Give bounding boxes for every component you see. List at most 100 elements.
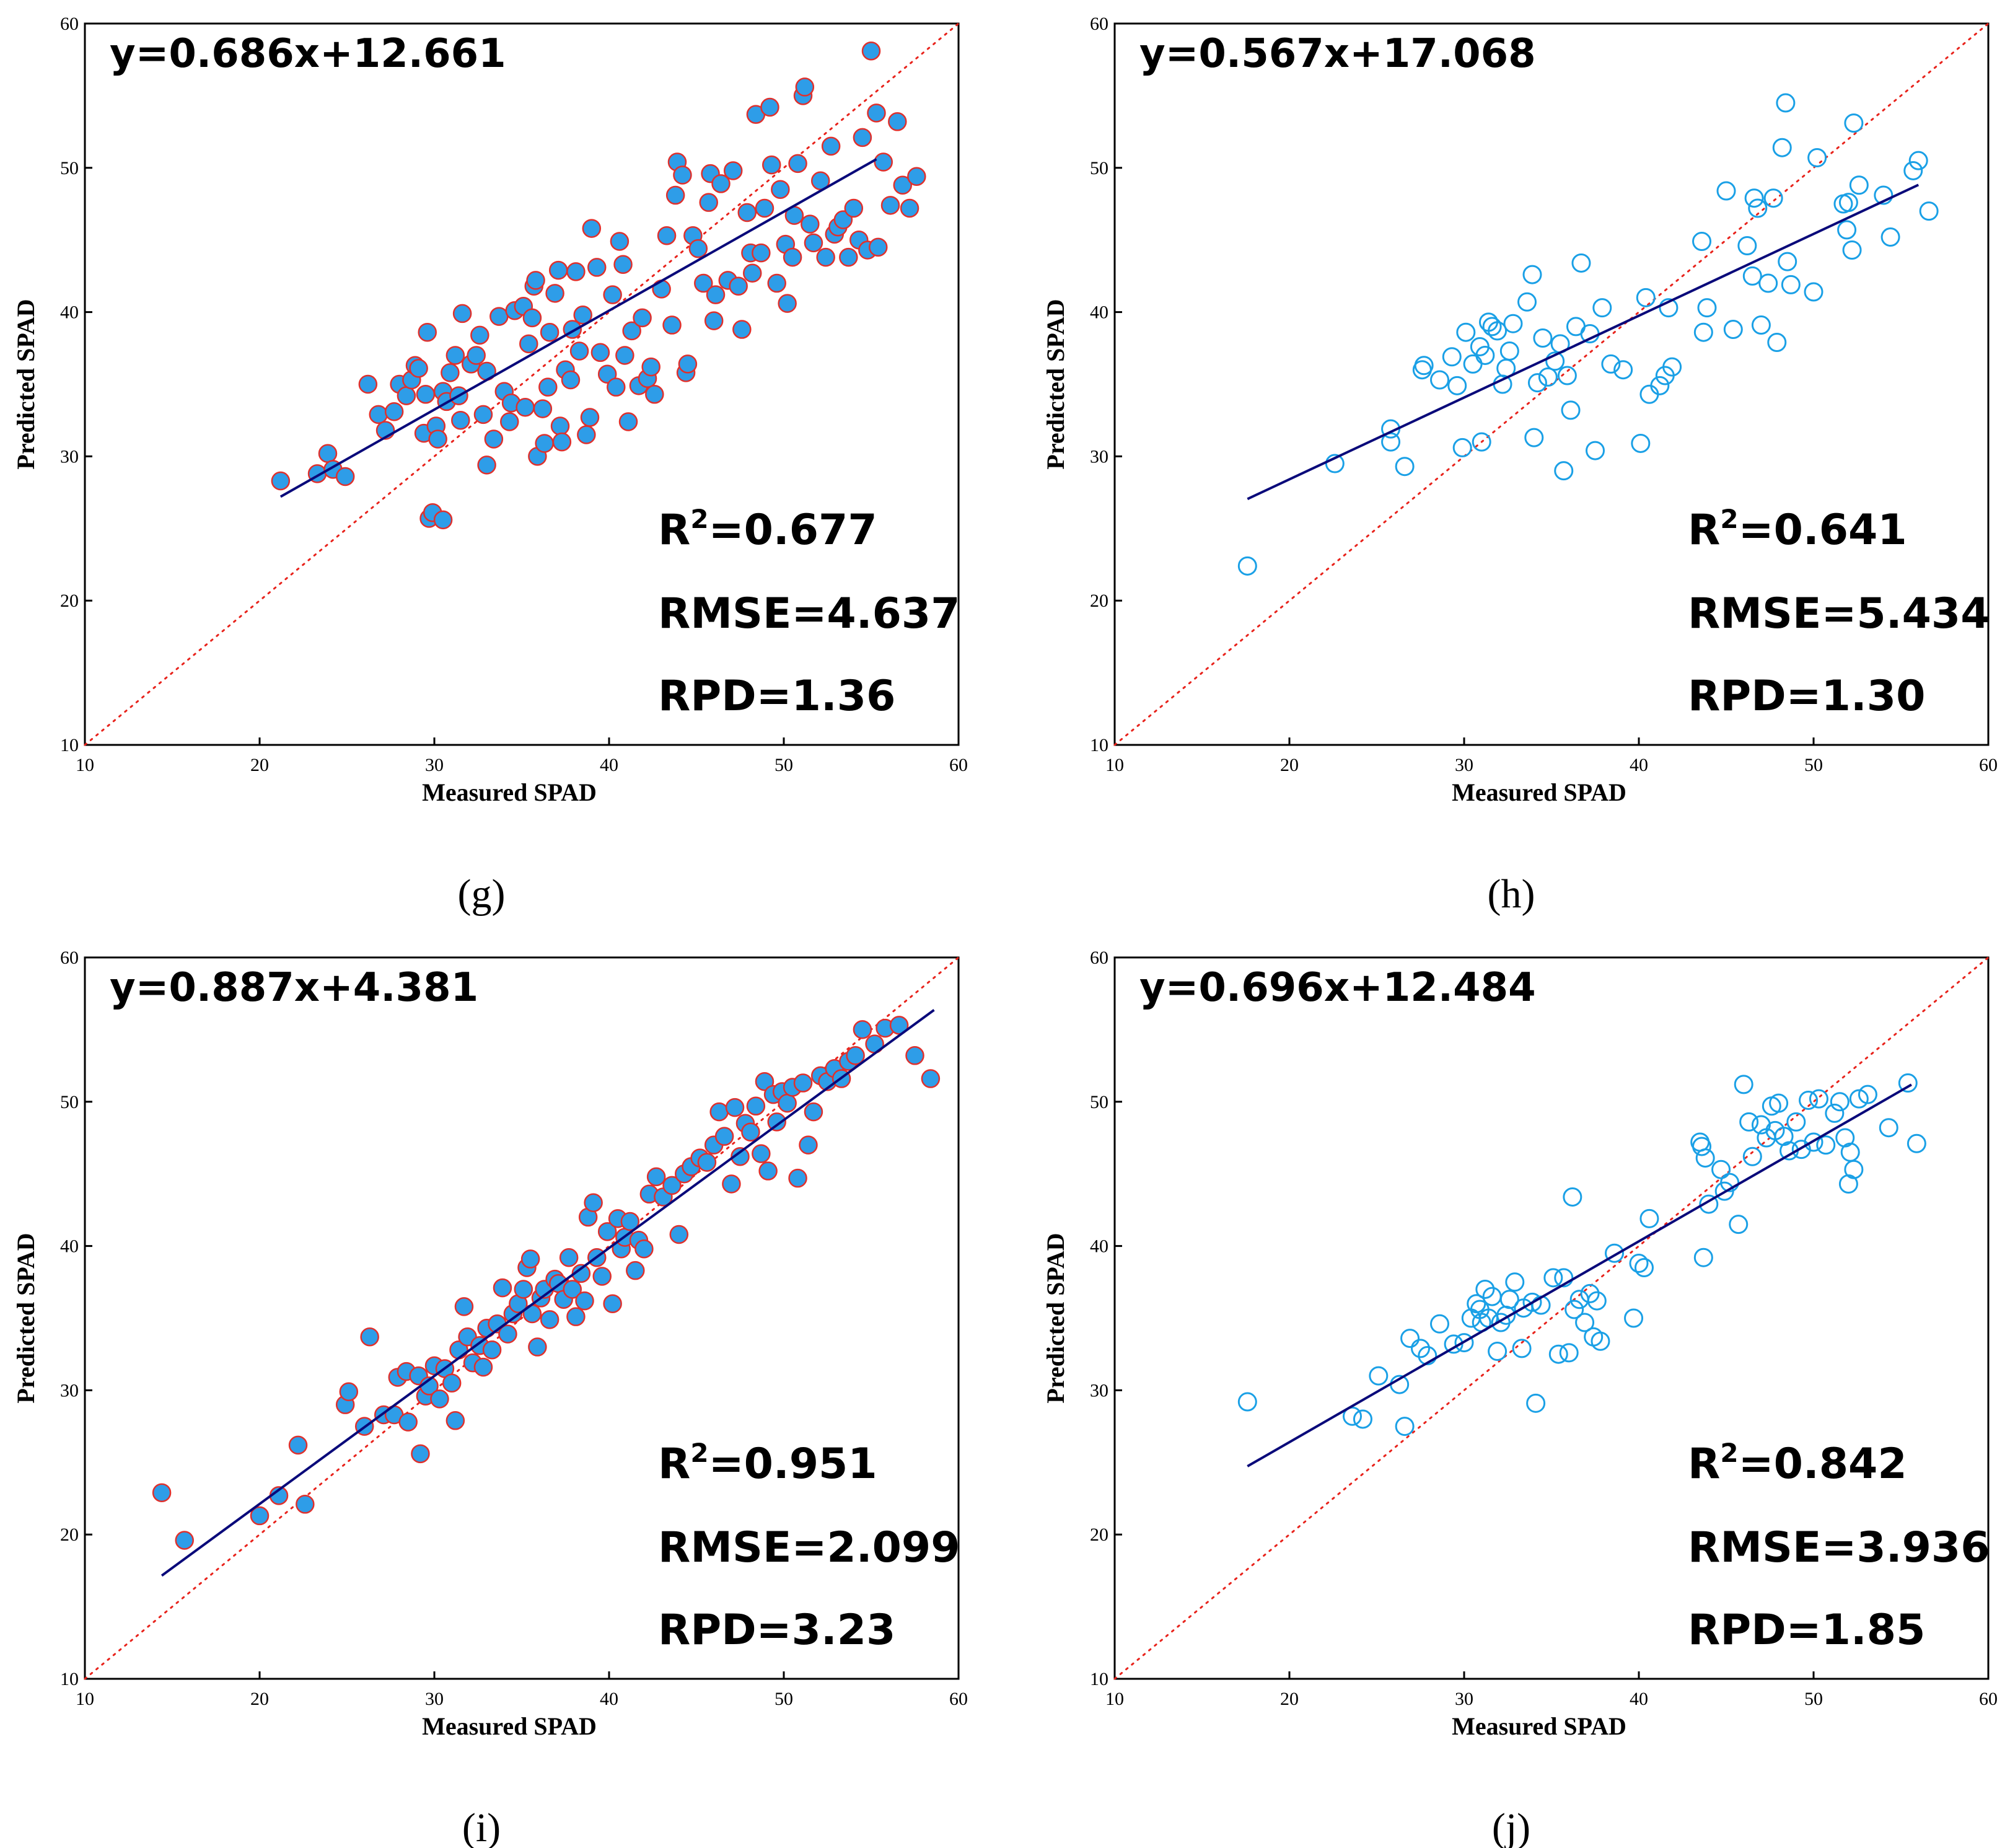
x-tick-label: 50 xyxy=(1804,755,1823,775)
scatter-point xyxy=(1353,1409,1372,1429)
y-tick-label: 10 xyxy=(60,735,79,755)
scatter-point xyxy=(1786,1112,1806,1132)
scatter-point xyxy=(1692,1137,1712,1156)
scatter-point xyxy=(335,467,355,486)
scatter-point xyxy=(603,1294,622,1313)
scatter-point xyxy=(755,198,775,218)
scatter-point xyxy=(1554,461,1574,481)
scatter-point xyxy=(1840,1142,1860,1162)
x-tick-label: 30 xyxy=(425,755,444,775)
scatter-point xyxy=(1849,1089,1869,1109)
regression-equation: y=0.567x+17.068 xyxy=(1139,31,1536,77)
x-axis-label: Measured SPAD xyxy=(422,778,597,806)
scatter-point xyxy=(445,346,465,365)
scatter-point xyxy=(1237,1392,1257,1412)
panel-label: (j) xyxy=(1492,1805,1530,1848)
scatter-point xyxy=(752,243,771,263)
y-tick-label: 50 xyxy=(1090,158,1108,178)
scatter-point xyxy=(1799,1090,1819,1110)
scatter-point xyxy=(1561,400,1581,420)
scatter-point xyxy=(569,341,589,361)
scatter-point xyxy=(1804,1132,1823,1152)
scatter-point xyxy=(535,434,554,453)
r-squared-superscript: 2 xyxy=(690,504,708,534)
scatter-point xyxy=(1563,1187,1582,1207)
scatter-point xyxy=(722,1174,741,1194)
scatter-point xyxy=(441,363,460,382)
scatter-point xyxy=(907,167,926,187)
scatter-point xyxy=(737,203,757,222)
r-squared-number: =0.951 xyxy=(709,1440,877,1489)
scatter-point xyxy=(473,1357,493,1377)
rpd-value: RPD=1.36 xyxy=(658,672,895,721)
x-tick-label: 30 xyxy=(1455,1689,1473,1709)
scatter-point xyxy=(296,1495,315,1514)
scatter-point xyxy=(767,1112,786,1132)
scatter-point xyxy=(288,1435,308,1455)
r-squared-value: R2=0.842 xyxy=(1688,1438,1907,1489)
scatter-point xyxy=(1343,1406,1363,1426)
scatter-point xyxy=(1720,1173,1740,1192)
r-squared-superscript: 2 xyxy=(1720,504,1738,534)
scatter-point xyxy=(1538,367,1558,387)
identity-line xyxy=(1113,956,1990,1680)
x-tick-label: 10 xyxy=(76,755,94,775)
rmse-value: RMSE=2.099 xyxy=(658,1523,960,1572)
scatter-point xyxy=(1781,275,1801,294)
scatter-point xyxy=(1729,1215,1749,1234)
scatter-point xyxy=(452,304,472,323)
scatter-point xyxy=(1554,1268,1574,1288)
scatter-point xyxy=(1592,298,1612,318)
scatter-point xyxy=(1325,454,1345,473)
scatter-point xyxy=(548,260,568,280)
scatter-point xyxy=(1557,366,1577,385)
y-tick-label: 10 xyxy=(1090,735,1108,755)
scatter-point xyxy=(1454,1333,1474,1353)
scatter-point xyxy=(580,408,600,427)
panel-label: (h) xyxy=(1488,871,1535,917)
scatter-point xyxy=(678,354,698,374)
scatter-point xyxy=(590,343,610,363)
scatter-point xyxy=(369,405,388,425)
scatter-point xyxy=(613,255,633,275)
panel-label: (g) xyxy=(458,871,506,917)
scatter-point xyxy=(1716,181,1736,201)
scatter-point xyxy=(699,193,718,212)
scatter-point xyxy=(1737,236,1757,256)
x-tick-label: 20 xyxy=(1280,755,1299,775)
scatter-point xyxy=(500,412,519,431)
scatter-point xyxy=(752,1144,771,1163)
scatter-point xyxy=(1767,332,1787,352)
scatter-point xyxy=(1631,433,1651,453)
scatter-point xyxy=(1411,1339,1430,1358)
scatter-point xyxy=(723,161,743,180)
y-tick-label: 50 xyxy=(60,158,79,178)
scatter-point xyxy=(1692,232,1712,252)
scatter-point xyxy=(1543,1268,1563,1288)
scatter-point xyxy=(1659,298,1679,318)
regression-line xyxy=(1247,183,1920,500)
scatter-point xyxy=(577,425,596,444)
scatter-point xyxy=(1442,347,1462,367)
scatter-point xyxy=(641,357,660,377)
scatter-point xyxy=(271,471,291,491)
scatter-point xyxy=(778,294,797,313)
scatter-point xyxy=(1629,1254,1649,1274)
scatter-point xyxy=(559,1247,579,1267)
r-squared-superscript: 2 xyxy=(690,1438,708,1468)
scatter-point xyxy=(1499,341,1519,361)
scatter-point xyxy=(1639,1208,1659,1228)
scatter-point xyxy=(1837,220,1857,240)
scatter-point xyxy=(1587,1291,1607,1311)
r-squared-value: R2=0.641 xyxy=(1688,504,1907,555)
scatter-point xyxy=(1548,1344,1568,1364)
regression-line xyxy=(1247,1083,1912,1467)
scatter-point xyxy=(442,1373,462,1393)
scatter-point xyxy=(1591,1331,1610,1351)
scatter-point xyxy=(626,1261,645,1280)
scatter-point xyxy=(1858,1085,1877,1104)
scatter-point xyxy=(520,1249,540,1269)
regression-line xyxy=(160,1009,935,1577)
scatter-point xyxy=(758,1161,778,1181)
scatter-point xyxy=(498,1324,517,1344)
